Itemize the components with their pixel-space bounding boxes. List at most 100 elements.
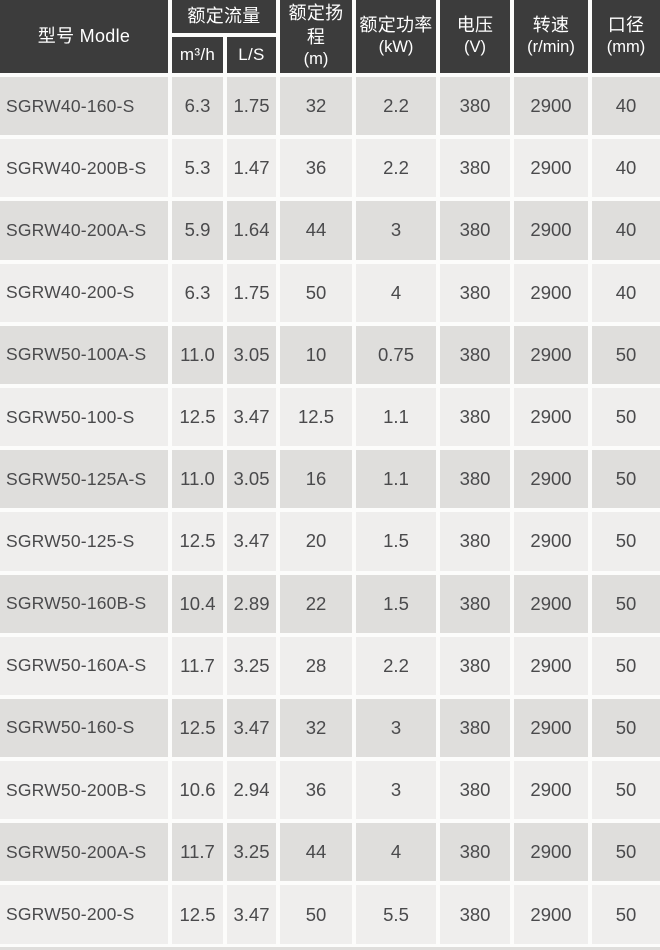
header-rated-head: 额定扬程 (m) xyxy=(280,0,352,73)
speed-cell: 2900 xyxy=(514,761,588,820)
power-cell: 4 xyxy=(356,263,436,322)
flow-m3h-cell: 6.3 xyxy=(172,263,223,322)
flow-m3h-cell: 5.9 xyxy=(172,201,223,260)
diameter-cell: 50 xyxy=(592,512,660,571)
header-voltage-unit: (V) xyxy=(464,38,486,57)
power-cell: 1.1 xyxy=(356,387,436,447)
flow-m3h-cell: 12.5 xyxy=(172,387,223,447)
speed-cell: 2900 xyxy=(514,387,588,447)
diameter-cell: 40 xyxy=(592,77,660,136)
flow-m3h-cell: 5.3 xyxy=(172,139,223,198)
flow-m3h-cell: 11.0 xyxy=(172,450,223,509)
head-cell: 32 xyxy=(280,77,352,136)
header-rated-power: 额定功率 (kW) xyxy=(356,0,436,73)
power-cell: 3 xyxy=(356,201,436,260)
header-voltage: 电压 (V) xyxy=(440,0,510,73)
header-model: 型号 Modle xyxy=(0,0,168,73)
voltage-cell: 380 xyxy=(440,636,510,695)
voltage-cell: 380 xyxy=(440,885,510,944)
model-cell: SGRW50-125A-S xyxy=(0,450,168,509)
header-rated-head-unit: (m) xyxy=(303,50,329,69)
flow-ls-cell: 2.89 xyxy=(227,574,276,633)
header-model-label: 型号 Modle xyxy=(37,25,131,46)
model-cell: SGRW50-160A-S xyxy=(0,636,168,695)
voltage-cell: 380 xyxy=(440,574,510,633)
head-cell: 10 xyxy=(280,325,352,384)
speed-cell: 2900 xyxy=(514,574,588,633)
flow-ls-cell: 3.25 xyxy=(227,823,276,882)
speed-cell: 2900 xyxy=(514,823,588,882)
flow-m3h-cell: 11.0 xyxy=(172,325,223,384)
header-diameter-title: 口径 xyxy=(607,15,645,36)
diameter-cell: 40 xyxy=(592,139,660,198)
diameter-cell: 50 xyxy=(592,574,660,633)
header-voltage-title: 电压 xyxy=(456,15,494,36)
power-cell: 1.5 xyxy=(356,512,436,571)
diameter-cell: 50 xyxy=(592,885,660,944)
header-speed-title: 转速 xyxy=(532,15,570,36)
header-flow-ls-label: L/S xyxy=(238,44,265,64)
flow-ls-cell: 3.05 xyxy=(227,325,276,384)
flow-ls-cell: 3.47 xyxy=(227,885,276,944)
diameter-cell: 50 xyxy=(592,636,660,695)
header-rated-power-unit: (kW) xyxy=(378,38,414,57)
power-cell: 2.2 xyxy=(356,77,436,136)
flow-m3h-cell: 10.6 xyxy=(172,761,223,820)
power-cell: 2.2 xyxy=(356,139,436,198)
model-cell: SGRW50-160B-S xyxy=(0,574,168,633)
voltage-cell: 380 xyxy=(440,263,510,322)
head-cell: 36 xyxy=(280,761,352,820)
flow-m3h-cell: 12.5 xyxy=(172,698,223,758)
model-cell: SGRW50-100-S xyxy=(0,387,168,447)
speed-cell: 2900 xyxy=(514,698,588,758)
flow-ls-cell: 1.64 xyxy=(227,201,276,260)
flow-ls-cell: 3.47 xyxy=(227,698,276,758)
head-cell: 36 xyxy=(280,139,352,198)
voltage-cell: 380 xyxy=(440,761,510,820)
head-cell: 22 xyxy=(280,574,352,633)
diameter-cell: 50 xyxy=(592,698,660,758)
head-cell: 44 xyxy=(280,201,352,260)
diameter-cell: 50 xyxy=(592,823,660,882)
power-cell: 1.1 xyxy=(356,450,436,509)
diameter-cell: 40 xyxy=(592,201,660,260)
voltage-cell: 380 xyxy=(440,387,510,447)
flow-ls-cell: 3.25 xyxy=(227,636,276,695)
speed-cell: 2900 xyxy=(514,636,588,695)
flow-ls-cell: 2.94 xyxy=(227,761,276,820)
head-cell: 12.5 xyxy=(280,387,352,447)
power-cell: 0.75 xyxy=(356,325,436,384)
header-speed: 转速 (r/min) xyxy=(514,0,588,73)
model-cell: SGRW40-200B-S xyxy=(0,139,168,198)
header-diameter-unit: (mm) xyxy=(606,38,646,57)
voltage-cell: 380 xyxy=(440,450,510,509)
diameter-cell: 50 xyxy=(592,450,660,509)
header-flow-m3h: m³/h xyxy=(172,37,223,73)
voltage-cell: 380 xyxy=(440,77,510,136)
header-rated-head-title: 额定扬程 xyxy=(288,3,344,47)
head-cell: 32 xyxy=(280,698,352,758)
diameter-cell: 40 xyxy=(592,263,660,322)
model-cell: SGRW50-160-S xyxy=(0,698,168,758)
flow-m3h-cell: 6.3 xyxy=(172,77,223,136)
speed-cell: 2900 xyxy=(514,77,588,136)
voltage-cell: 380 xyxy=(440,512,510,571)
header-flow-ls: L/S xyxy=(227,37,276,73)
speed-cell: 2900 xyxy=(514,512,588,571)
flow-m3h-cell: 12.5 xyxy=(172,885,223,944)
flow-ls-cell: 1.75 xyxy=(227,77,276,136)
power-cell: 3 xyxy=(356,698,436,758)
header-flow-m3h-label: m³/h xyxy=(179,44,216,64)
flow-ls-cell: 1.75 xyxy=(227,263,276,322)
power-cell: 5.5 xyxy=(356,885,436,944)
voltage-cell: 380 xyxy=(440,325,510,384)
head-cell: 50 xyxy=(280,263,352,322)
header-rated-flow-label: 额定流量 xyxy=(187,5,261,26)
voltage-cell: 380 xyxy=(440,698,510,758)
speed-cell: 2900 xyxy=(514,201,588,260)
flow-m3h-cell: 11.7 xyxy=(172,636,223,695)
model-cell: SGRW50-100A-S xyxy=(0,325,168,384)
voltage-cell: 380 xyxy=(440,201,510,260)
header-speed-unit: (r/min) xyxy=(527,38,575,57)
